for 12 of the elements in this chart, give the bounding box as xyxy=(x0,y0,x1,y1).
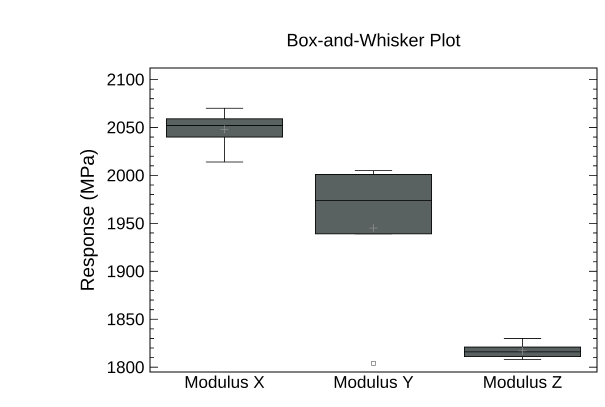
chart-title: Box-and-Whisker Plot xyxy=(288,33,460,46)
y-tick-label: 1850 xyxy=(108,313,144,326)
y-tick-label: 2000 xyxy=(108,169,144,182)
x-tick-label: Modulus Y xyxy=(334,376,414,388)
y-tick-label: 1950 xyxy=(108,217,144,230)
x-tick-label: Modulus X xyxy=(186,376,264,388)
y-tick-label: 1800 xyxy=(108,361,144,374)
x-tick-label: Modulus Z xyxy=(484,376,562,388)
y-axis-title: Response (MPa) xyxy=(80,150,98,290)
y-tick-label: 1900 xyxy=(108,265,144,278)
y-tick-label: 2050 xyxy=(108,121,144,134)
y-tick-label: 2100 xyxy=(108,73,144,86)
